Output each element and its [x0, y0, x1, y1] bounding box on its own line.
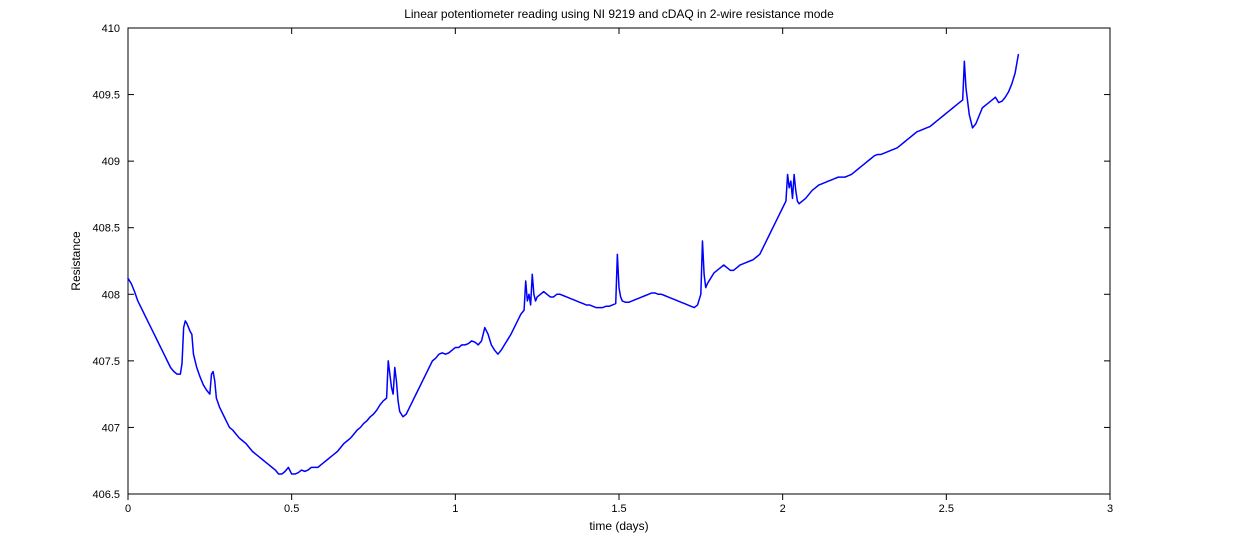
x-tick-label: 3: [1107, 503, 1113, 515]
y-axis-label: Resistance: [69, 231, 83, 291]
y-tick-label: 410: [102, 23, 120, 35]
chart-title: Linear potentiometer reading using NI 92…: [404, 7, 834, 21]
data-line: [128, 55, 1018, 474]
y-tick-label: 408: [102, 289, 120, 301]
x-tick-label: 2.5: [939, 503, 954, 515]
y-tick-label: 406.5: [92, 489, 120, 501]
x-tick-label: 2: [780, 503, 786, 515]
chart-svg: 0 0.5 1 1.5 2 2.5 3 406.5 407 407.5 408 408.5 409 409…: [0, 0, 1233, 550]
y-tick-label: 409.5: [92, 90, 120, 102]
y-tick-label: 407.5: [92, 356, 120, 368]
chart-container: 0 0.5 1 1.5 2 2.5 3 406.5 407 407.5 408 408.5 409 409…: [0, 0, 1233, 550]
x-tick-label: 1: [452, 503, 458, 515]
x-tick-label: 0: [125, 503, 131, 515]
x-axis-label: time (days): [589, 519, 648, 533]
y-tick-label: 407: [102, 422, 120, 434]
x-tick-label: 0.5: [284, 503, 299, 515]
y-tick-label: 409: [102, 156, 120, 168]
x-tick-label: 1.5: [611, 503, 626, 515]
y-tick-label: 408.5: [92, 223, 120, 235]
